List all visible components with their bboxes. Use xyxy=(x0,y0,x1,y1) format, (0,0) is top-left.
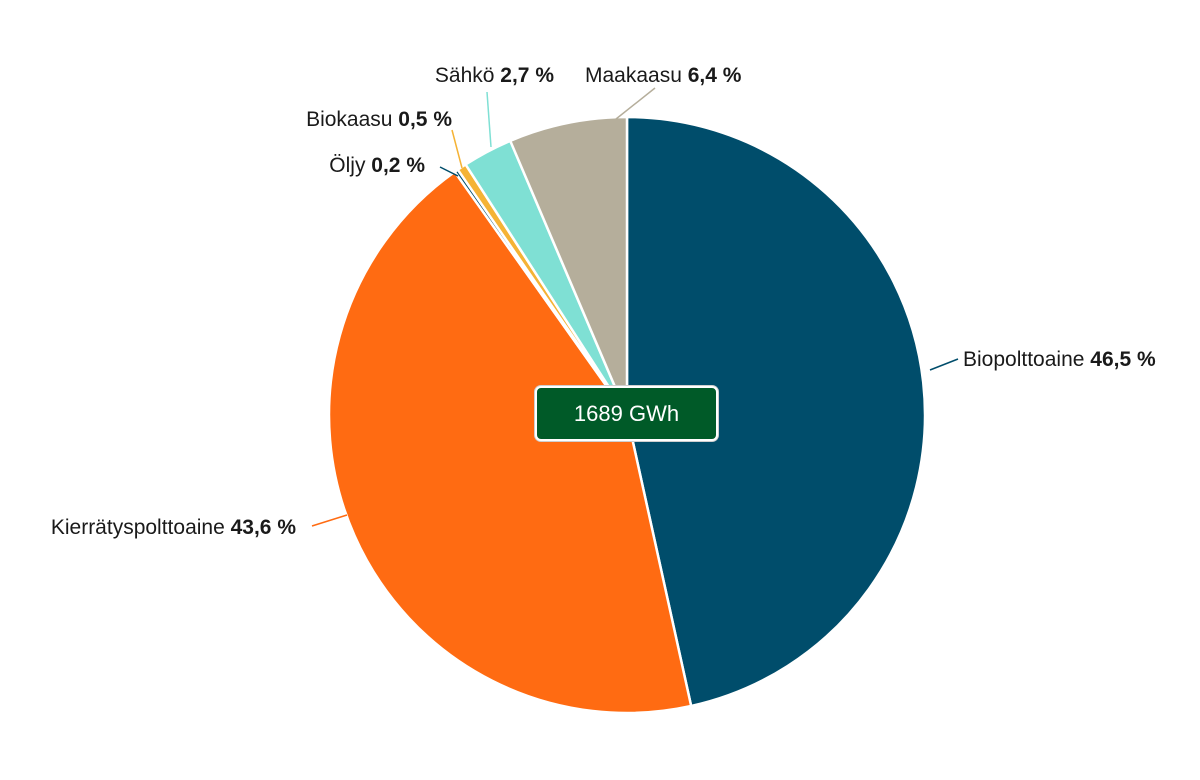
pie-slice-kierr-tyspolttoaine xyxy=(327,170,693,715)
leader-line xyxy=(451,129,463,169)
slice-labels: Biopolttoaine 46,5 % Kierrätyspolttoaine … xyxy=(51,64,1156,539)
slice-name: Biopolttoaine xyxy=(963,348,1090,371)
slice-name: Kierrätyspolttoaine xyxy=(51,516,231,539)
slice-label: Biokaasu 0,5 % xyxy=(306,108,452,131)
slice-label: Sähkö 2,7 % xyxy=(435,64,554,87)
slice-label: Kierrätyspolttoaine 43,6 % xyxy=(51,516,296,539)
leader-lines xyxy=(311,87,959,527)
slice-value: 0,2 % xyxy=(371,154,425,177)
slice-name: Maakaasu xyxy=(585,64,688,87)
slice-value: 46,5 % xyxy=(1090,348,1156,371)
slice-name: Biokaasu xyxy=(306,108,398,131)
leader-line xyxy=(486,91,492,148)
slice-value: 0,5 % xyxy=(398,108,452,131)
slice-name: Öljy xyxy=(329,154,371,177)
pie-slice-biopolttoaine xyxy=(625,115,927,708)
slice-label: Biopolttoaine 46,5 % xyxy=(963,348,1156,371)
slice-value: 2,7 % xyxy=(500,64,554,87)
leader-line xyxy=(311,514,348,527)
leader-line xyxy=(929,358,959,371)
slice-label: Öljy 0,2 % xyxy=(329,154,425,177)
total-energy-label: 1689 GWh xyxy=(573,400,680,426)
slice-value: 6,4 % xyxy=(688,64,742,87)
leader-line xyxy=(615,87,656,120)
slice-label: Maakaasu 6,4 % xyxy=(585,64,742,87)
pie-slice-maakaasu xyxy=(509,115,629,417)
slice-name: Sähkö xyxy=(435,64,500,87)
pie-slices xyxy=(327,115,927,715)
leader-line xyxy=(439,166,459,177)
slice-value: 43,6 % xyxy=(231,516,297,539)
total-energy-badge: 1689 GWh xyxy=(535,386,718,441)
